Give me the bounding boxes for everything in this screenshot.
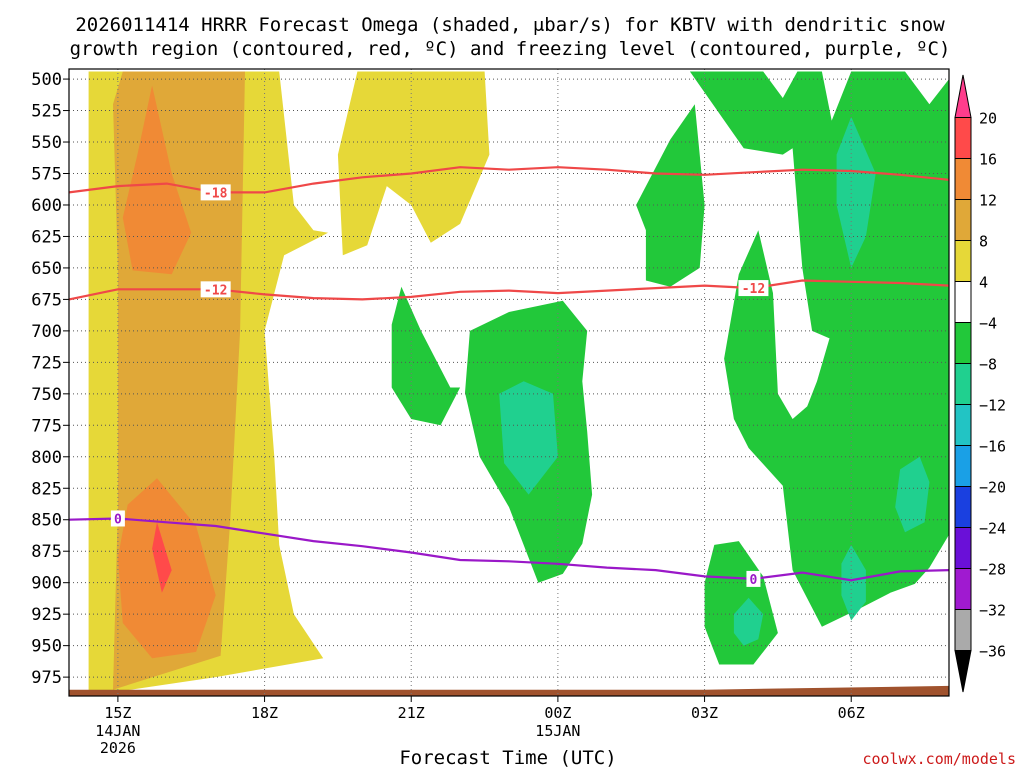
y-tick-label-750: 750	[31, 385, 62, 405]
site-credit[interactable]: coolwx.com/models	[862, 750, 1016, 768]
x-tick-sublabel-15JAN: 15JAN	[535, 722, 580, 740]
colorbar-label-12: −32	[979, 602, 1006, 620]
y-tick-label-900: 900	[31, 574, 62, 594]
x-tick-label-18Z: 18Z	[251, 704, 278, 722]
isotherm-minus-12-label-1: -12	[742, 282, 765, 297]
freezing-level-label-0: 0	[114, 512, 122, 527]
omega-region-5	[152, 522, 172, 593]
y-tick-label-575: 575	[31, 165, 62, 185]
y-tick-label-675: 675	[31, 290, 62, 310]
x-tick-sublabel-14JAN: 14JAN	[95, 722, 140, 740]
freezing-level-label-bg-1	[746, 570, 761, 587]
colorbar-bin-13	[954, 609, 972, 651]
colorbar-bin-12	[954, 568, 972, 610]
omega-region-13	[895, 456, 930, 533]
pressure-axis: 500 525 550 575 600 625 650 675 700 725 750 775 800 8…	[31, 70, 69, 688]
plot-area: -18 -12 -12 0 0	[68, 68, 950, 697]
chart-title-line-1: 2026011414 HRRR Forecast Omega (shaded, …	[75, 14, 945, 36]
colorbar-bottom-arrow	[954, 650, 972, 693]
omega-region-3	[122, 85, 192, 275]
colorbar-bin-7	[954, 363, 972, 405]
colorbar-label-9: −20	[979, 479, 1006, 497]
y-tick-label-600: 600	[31, 196, 62, 216]
freezing-level-label-1: 0	[750, 573, 758, 588]
colorbar-label-0: 20	[979, 110, 997, 128]
colorbar-bin-3	[954, 199, 972, 241]
freezing-level-line	[68, 517, 950, 582]
colorbar-label-5: −4	[979, 315, 997, 333]
colorbar-bin-10	[954, 486, 972, 528]
colorbar-bin-4	[954, 240, 972, 282]
colorbar-bin-6	[954, 322, 972, 364]
y-tick-label-725: 725	[31, 353, 62, 373]
y-tick-label-550: 550	[31, 133, 62, 153]
omega-region-9	[636, 104, 705, 287]
y-tick-label-525: 525	[31, 102, 62, 122]
y-tick-label-875: 875	[31, 542, 62, 562]
isotherm-minus-18-label-0: -18	[204, 186, 228, 201]
colorbar-bin-1	[954, 117, 972, 159]
isotherm-minus-12-label-0: -12	[204, 283, 227, 298]
colorbar-label-10: −24	[979, 520, 1006, 538]
y-tick-label-925: 925	[31, 605, 62, 625]
omega-region-6	[689, 71, 949, 627]
y-tick-label-500: 500	[31, 70, 62, 90]
chart-title: 2026011414 HRRR Forecast Omega (shaded, …	[70, 14, 951, 60]
omega-region-8	[391, 286, 461, 426]
colorbar-label-3: 8	[979, 233, 988, 251]
y-tick-label-825: 825	[31, 479, 62, 499]
plot-frame	[68, 68, 950, 697]
temperature-contours: -18 -12 -12 0 0	[68, 166, 950, 588]
y-tick-label-800: 800	[31, 448, 62, 468]
colorbar-label-8: −16	[979, 438, 1006, 456]
colorbar-label-13: −36	[979, 643, 1006, 661]
x-tick-label-15Z: 15Z	[104, 704, 131, 722]
terrain-fill	[69, 685, 949, 696]
x-axis-title: Forecast Time (UTC)	[399, 747, 616, 768]
x-tick-label-21Z: 21Z	[398, 704, 425, 722]
colorbar: 20 16 12 8 4 −4 −8 −12 −16 −20 −24 −28 −32 −36	[954, 74, 1006, 693]
x-tick-label-00Z: 00Z	[544, 704, 571, 722]
x-tick-sublabel-2026: 2026	[100, 739, 136, 757]
colorbar-label-7: −12	[979, 397, 1006, 415]
y-tick-label-775: 775	[31, 416, 62, 436]
colorbar-bin-11	[954, 527, 972, 569]
colorbar-label-11: −28	[979, 561, 1006, 579]
omega-region-11	[499, 381, 558, 495]
isotherm-minus-18-label-bg-0	[200, 184, 231, 201]
colorbar-label-6: −8	[979, 356, 997, 374]
terrain	[69, 685, 949, 696]
isotherm-minus-12-label-bg-1	[738, 280, 769, 297]
chart-title-line-2: growth region (contoured, red, ºC) and f…	[70, 38, 951, 60]
isotherm-minus-12-label-bg-0	[200, 281, 231, 298]
x-tick-label-03Z: 03Z	[691, 704, 718, 722]
freezing-level-label-bg-0	[110, 510, 125, 527]
omega-region-1	[337, 71, 490, 256]
y-tick-label-625: 625	[31, 227, 62, 247]
colorbar-bin-9	[954, 445, 972, 487]
y-tick-label-850: 850	[31, 511, 62, 531]
colorbar-bin-5	[954, 281, 972, 323]
y-tick-label-950: 950	[31, 637, 62, 657]
colorbar-label-4: 4	[979, 274, 988, 292]
colorbar-top-arrow	[954, 74, 972, 118]
x-tick-label-06Z: 06Z	[838, 704, 865, 722]
omega-region-12	[836, 116, 876, 268]
omega-region-15	[733, 597, 764, 646]
omega-shading	[88, 71, 949, 696]
colorbar-label-2: 12	[979, 192, 997, 210]
colorbar-bin-8	[954, 404, 972, 446]
colorbar-label-1: 16	[979, 151, 997, 169]
y-tick-label-975: 975	[31, 668, 62, 688]
colorbar-bin-2	[954, 158, 972, 200]
y-tick-label-650: 650	[31, 259, 62, 279]
y-tick-label-700: 700	[31, 322, 62, 342]
